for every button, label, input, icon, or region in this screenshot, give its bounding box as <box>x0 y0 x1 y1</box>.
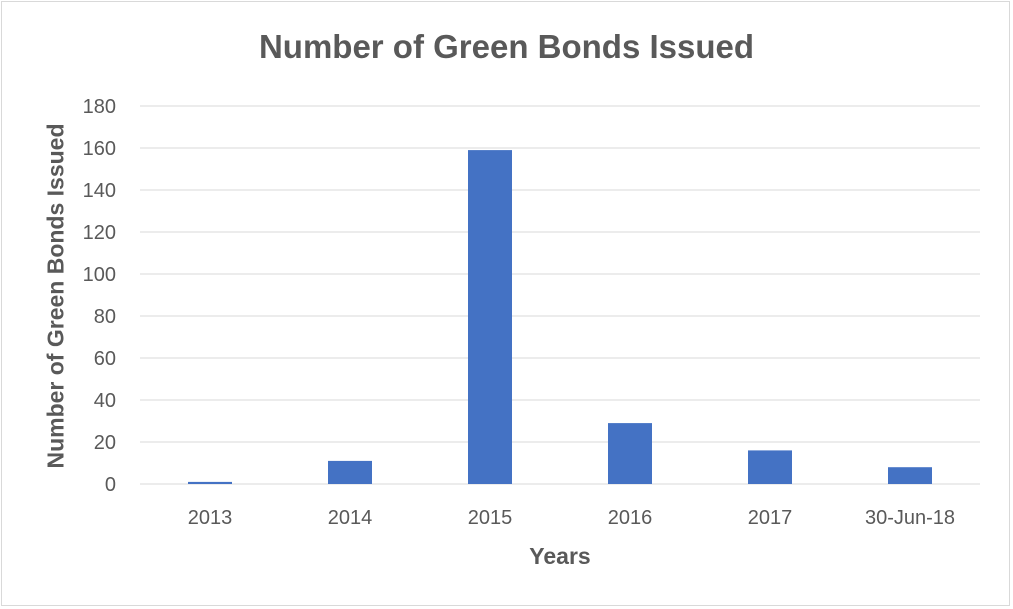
bar-2015 <box>468 150 512 484</box>
y-tick-label: 60 <box>94 348 116 370</box>
y-tick-label: 100 <box>83 264 116 286</box>
y-tick-label: 120 <box>83 222 116 244</box>
x-tick-label: 2017 <box>748 507 793 529</box>
bar-30-Jun-18 <box>888 467 932 484</box>
bar-2016 <box>608 423 652 484</box>
x-tick-label: 2015 <box>468 507 513 529</box>
y-tick-label: 180 <box>83 96 116 118</box>
bar-2013 <box>188 481 232 484</box>
y-tick-label: 40 <box>94 390 116 412</box>
bar-2014 <box>328 460 372 484</box>
x-tick-label: 2014 <box>328 507 373 529</box>
x-axis-title: Years <box>529 543 591 569</box>
y-tick-label: 0 <box>105 474 116 496</box>
x-tick-label: 2013 <box>188 507 233 529</box>
chart-title: Number of Green Bonds Issued <box>258 28 755 65</box>
y-tick-label: 80 <box>94 306 116 328</box>
y-tick-label: 140 <box>83 180 116 202</box>
x-tick-label: 30-Jun-18 <box>865 507 955 529</box>
y-tick-label: 160 <box>83 138 116 160</box>
y-tick-label: 20 <box>94 432 116 454</box>
bar-2017 <box>748 450 792 484</box>
x-tick-label: 2016 <box>608 507 653 529</box>
